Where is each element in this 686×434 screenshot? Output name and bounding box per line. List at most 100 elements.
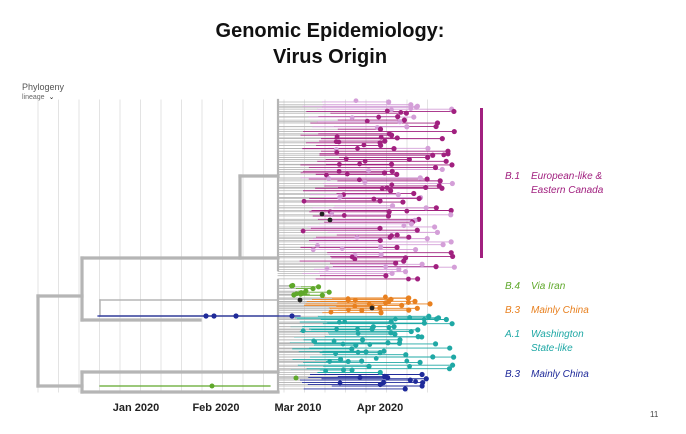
clade-a1-tip [421,320,427,326]
clade-b1-tip [401,258,407,264]
legend-b1: B.1 European-like & Eastern Canada [505,170,603,198]
clade-b1-tip [384,108,390,114]
clade-a1-tip [417,359,423,366]
clade-a1-tip [446,366,453,372]
clade-b1-tip [423,205,429,211]
clade-a1-tip [426,313,432,319]
legend-code: B.1 [505,171,521,182]
clade-b3-orange-tip [346,307,351,313]
clade-a1-tip [388,330,394,336]
clade-b1-tip [406,276,411,282]
clade-b1-tip [388,132,395,138]
clade-a1-tip [345,358,351,365]
page-number: 11 [650,410,659,419]
tree-tip-black [369,305,375,311]
clade-a1-tip [369,326,375,332]
clade-b1-tip [361,142,367,148]
legend-code: A.1 [505,329,521,340]
clade-b1-tip [439,166,445,173]
clade-b3-orange-tip [412,298,418,304]
clade-b1-tip [411,114,417,120]
clade-b1-tip [425,145,431,151]
clade-b1-tip [424,176,430,182]
clade-b1-tip [354,235,360,240]
tree-branches [36,98,455,394]
clade-b1-tip [449,162,455,168]
clade-b4-tip [310,285,316,292]
clade-a1-tip [373,355,379,361]
title-line-1: Genomic Epidemiology: [215,20,445,42]
clade-b3-blue-tip [423,376,429,382]
clade-b3-blue-tip [419,371,425,378]
clade-b1-tip [336,168,342,174]
clade-a1-tip [386,325,392,330]
clade-a1-tip [355,331,361,336]
clade-b1-tip [344,171,350,177]
clade-b3-blue-tip [413,379,418,384]
clade-b1-tip [329,211,335,217]
clade-b1-tip [379,186,385,191]
clade-b1-tip [343,156,349,162]
clade-a1-tip [349,367,355,373]
clade-b3-orange-tip [383,300,389,306]
clade-b1-tip [353,98,359,104]
legend-a1: A.1 Washington State-like [505,328,584,356]
clade-b1-tip [300,228,306,234]
clade-a1-tip [353,342,359,348]
phylogeny-color-select[interactable]: lineage ⌄ [22,93,55,102]
x-tick-jan: Jan 2020 [112,402,160,414]
clade-b1-tip [382,138,388,144]
clade-b1-tip [417,175,423,181]
clade-a1-tip [359,358,365,364]
b1-clade-bracket [480,108,483,258]
legend-code: B.3 [505,305,521,316]
clade-b1-tip [310,247,316,253]
clade-b1-tip [448,212,454,218]
clade-b1-tip [377,198,383,204]
clade-b1-tip [378,142,384,149]
clade-a1-tip [377,369,383,376]
clade-b1-tip [451,264,457,270]
clade-a1-tip [385,340,391,346]
clade-b1-tip [403,110,409,116]
chevron-down-icon: ⌄ [48,94,55,101]
clade-b1-tip [439,136,445,142]
clade-a1-tip [391,324,397,330]
clade-b3-blue-tip [357,375,363,380]
clade-b3-orange-tip [345,297,351,303]
clade-a1-tip [449,362,456,368]
clade-b1-tip [416,195,422,202]
clade-a1-tip [333,351,339,357]
clade-b1-tip [389,168,395,174]
x-tick-mar: Mar 2010 [274,402,322,414]
clade-b3-blue-tip [402,386,408,392]
clade-b1-tip [402,269,409,275]
clade-a1-tip [443,316,449,323]
clade-b1-tip [432,224,438,230]
clade-b1-tip [362,158,368,164]
clade-b1-tip [356,177,362,183]
clade-a1-tip [396,340,403,346]
clade-b1-tip [398,109,404,115]
clade-a1-tip [331,338,337,344]
clade-a1-tip [415,334,421,340]
legend-b3-blue: B.3 Mainly China [505,368,589,382]
clade-a1-tip [340,341,346,347]
clade-b1-tip [389,270,395,276]
clade-b1-tip [449,180,455,187]
clade-b3-blue-tip [337,380,343,386]
clade-a1-tip [355,349,361,355]
legend-text: Via Iran [531,281,566,292]
clade-b1-tip [386,99,392,105]
clade-a1-tip [404,358,410,364]
legend-text-2: State-like [531,343,573,354]
clade-b3-orange-tip [352,297,358,303]
clade-b3-orange-tip [377,305,383,311]
clade-b1-tip [412,246,419,253]
clade-b1-tip [385,213,392,219]
clade-b3-blue-tip [233,313,239,319]
clade-a1-tip [349,346,355,352]
phylogeny-label: Phylogeny [22,82,65,92]
clade-b1-tip [376,114,382,120]
